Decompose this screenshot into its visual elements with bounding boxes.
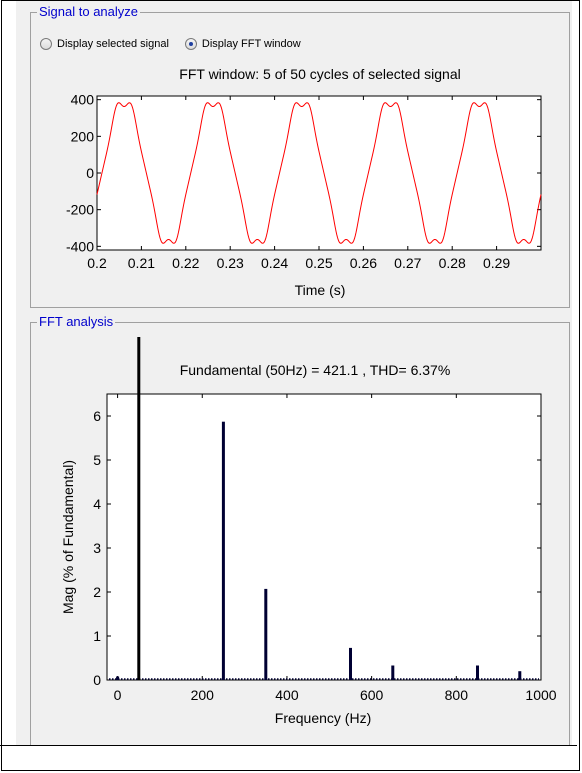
fft-y-tick-label: 2 [93,584,101,600]
fft-x-tick-label: 1000 [525,687,556,703]
fft-y-tick-label: 0 [93,672,101,688]
fft-x-tick-label: 600 [360,687,384,703]
fft-x-tick-label: 800 [445,687,469,703]
signal-plot-title: FFT window: 5 of 50 cycles of selected s… [179,66,460,82]
signal-x-tick-label: 0.24 [261,255,288,271]
fft-bar [137,337,141,680]
signal-x-tick-label: 0.23 [217,255,244,271]
display-selected-signal-radio[interactable] [40,38,52,50]
fft-panel-title: FFT analysis [37,314,116,329]
signal-panel-title: Signal to analyze [37,4,141,19]
signal-x-tick-label: 0.28 [439,255,466,271]
signal-panel: Signal to analyze [30,5,570,308]
fft-bar [518,671,522,680]
fft-bar [264,588,268,680]
fft-y-tick-label: 6 [93,408,101,424]
signal-x-tick-label: 0.2 [87,255,107,271]
fft-bar [221,421,225,680]
signal-y-tick-label: -400 [66,238,94,254]
fft-bar [116,676,120,680]
signal-x-ticks: 0.2 0.21 0.22 0.23 0.24 0.25 0.26 0.27 0.28 0.29 [87,96,510,271]
signal-x-tick-label: 0.26 [350,255,377,271]
fft-y-axis-label: Mag (% of Fundamental) [60,460,76,614]
fft-x-tick-label: 200 [191,687,215,703]
signal-y-tick-label: -200 [66,202,94,218]
fft-plot-axes [106,393,542,681]
display-selected-signal-label[interactable]: Display selected signal [57,38,169,50]
signal-display-options: Display selected signal Display FFT wind… [40,38,317,50]
fft-bar [391,665,395,680]
signal-y-tick-label: 400 [71,92,95,108]
bottom-divider [0,745,577,746]
fft-x-tick-label: 400 [275,687,299,703]
fft-x-tick-label: 0 [114,687,122,703]
fft-bar [349,647,352,680]
signal-x-tick-label: 0.29 [483,255,510,271]
signal-y-tick-label: 0 [86,165,94,181]
fft-x-axis-label: Frequency (Hz) [275,710,371,726]
fft-plot-title: Fundamental (50Hz) = 421.1 , THD= 6.37% [180,362,451,378]
fft-y-tick-label: 5 [93,452,101,468]
signal-x-axis-label: Time (s) [295,282,346,298]
signal-y-tick-label: 200 [71,128,95,144]
signal-plot: FFT window: 5 of 50 cycles of selected s… [66,66,542,298]
fft-y-tick-label: 3 [93,540,101,556]
signal-x-tick-label: 0.25 [305,255,332,271]
fft-x-ticks: 0 200 400 600 800 1000 [114,394,557,703]
signal-y-ticks: 400 200 0 -200 -400 [66,92,541,254]
fft-panel: FFT analysis [30,315,570,746]
fft-y-tick-label: 4 [93,496,101,512]
fft-bars [109,337,539,680]
signal-plot-axes [96,95,542,251]
signal-x-tick-label: 0.21 [128,255,155,271]
signal-x-tick-label: 0.27 [394,255,421,271]
fft-bar [476,665,479,680]
signal-waveform-line [96,102,542,244]
signal-x-tick-label: 0.22 [172,255,199,271]
fft-y-tick-label: 1 [93,628,101,644]
fft-y-ticks: 0 1 2 3 4 5 6 [93,408,541,688]
fft-plot: Fundamental (50Hz) = 421.1 , THD= 6.37% … [60,337,557,726]
display-fft-window-radio[interactable] [184,38,197,50]
display-fft-window-label[interactable]: Display FFT window [201,38,301,50]
